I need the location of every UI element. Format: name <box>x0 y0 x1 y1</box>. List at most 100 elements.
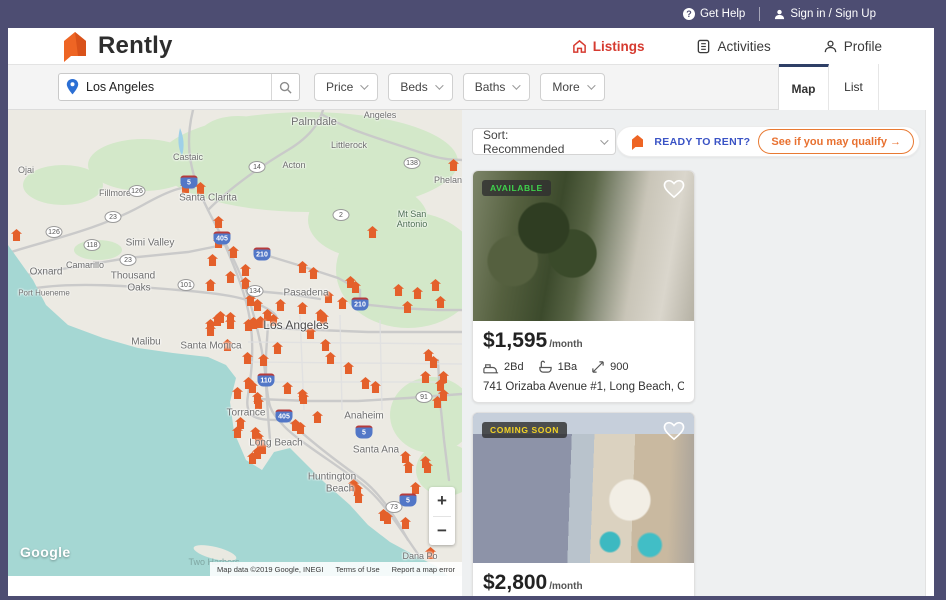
map-listing-marker[interactable] <box>382 512 393 524</box>
map-listing-marker[interactable] <box>432 396 443 408</box>
terms-of-use-link[interactable]: Terms of Use <box>335 564 380 574</box>
map-listing-marker[interactable] <box>420 371 431 383</box>
favorite-heart-icon[interactable] <box>663 179 685 199</box>
map-listing-marker[interactable] <box>248 317 259 329</box>
map-listing-marker[interactable] <box>213 216 224 228</box>
map-listing-marker[interactable] <box>393 284 404 296</box>
map-listing-marker[interactable] <box>428 356 439 368</box>
beds-filter-button[interactable]: Beds <box>388 73 453 101</box>
map-listing-marker[interactable] <box>232 387 243 399</box>
map-listing-marker[interactable] <box>205 279 216 291</box>
map-listing-marker[interactable] <box>11 229 22 241</box>
map-listing-marker[interactable] <box>228 246 239 258</box>
map-listing-marker[interactable] <box>430 279 441 291</box>
google-map[interactable]: Ojai Castaic Palmdale Littlerock Angeles Acto… <box>8 110 462 576</box>
nav-activities[interactable]: Activities <box>696 39 771 54</box>
baths-filter-button[interactable]: Baths <box>462 73 531 101</box>
more-filter-button[interactable]: More <box>540 73 605 101</box>
zoom-in-button[interactable]: + <box>437 491 447 511</box>
map-listing-marker[interactable] <box>255 437 266 449</box>
map-listing-marker[interactable] <box>438 371 449 383</box>
map-listing-marker[interactable] <box>353 491 364 503</box>
map-listing-marker[interactable] <box>402 301 413 313</box>
price-filter-button[interactable]: Price <box>314 73 379 101</box>
tab-map[interactable]: Map <box>779 64 829 110</box>
map-listing-marker[interactable] <box>297 302 308 314</box>
map-listing-marker[interactable] <box>425 547 436 559</box>
map-listing-marker[interactable] <box>247 381 258 393</box>
map-listing-marker[interactable] <box>243 319 254 331</box>
map-listing-marker[interactable] <box>318 312 329 324</box>
map-listing-marker[interactable] <box>410 482 421 494</box>
rently-logo[interactable]: Rently <box>58 28 173 64</box>
map-listing-marker[interactable] <box>298 392 309 404</box>
map-listing-marker[interactable] <box>325 352 336 364</box>
sign-in-link[interactable]: Sign in / Sign Up <box>774 8 876 20</box>
tab-list[interactable]: List <box>829 64 879 110</box>
search-input[interactable] <box>86 80 271 94</box>
map-listing-marker[interactable] <box>308 267 319 279</box>
map-listing-marker[interactable] <box>247 452 258 464</box>
map-listing-marker[interactable] <box>250 427 261 439</box>
map-listing-marker[interactable] <box>225 271 236 283</box>
map-listing-marker[interactable] <box>242 352 253 364</box>
zoom-out-button[interactable]: − <box>437 520 447 540</box>
listing-card[interactable]: AVAILABLE $1,595/month 2Bd 1Ba 900 741 O… <box>472 170 695 403</box>
map-listing-marker[interactable] <box>258 354 269 366</box>
map-listing-marker[interactable] <box>312 411 323 423</box>
map-listing-marker[interactable] <box>435 296 446 308</box>
map-listing-marker[interactable] <box>257 442 268 454</box>
map-listing-marker[interactable] <box>205 324 216 336</box>
map-listing-marker[interactable] <box>378 509 389 521</box>
map-listing-marker[interactable] <box>240 277 251 289</box>
map-listing-marker[interactable] <box>420 456 431 468</box>
map-listing-marker[interactable] <box>253 397 264 409</box>
map-listing-marker[interactable] <box>448 159 459 171</box>
map-listing-marker[interactable] <box>337 297 348 309</box>
map-listing-marker[interactable] <box>305 327 316 339</box>
map-listing-marker[interactable] <box>435 379 446 391</box>
map-listing-marker[interactable] <box>212 314 223 326</box>
map-listing-marker[interactable] <box>352 484 363 496</box>
map-listing-marker[interactable] <box>240 264 251 276</box>
listing-card[interactable]: COMING SOON $2,800/month 2Bd 1Ba 110 31s… <box>472 412 695 596</box>
map-listing-marker[interactable] <box>348 479 359 491</box>
map-listing-marker[interactable] <box>320 339 331 351</box>
map-listing-marker[interactable] <box>225 317 236 329</box>
map-listing-marker[interactable] <box>252 447 263 459</box>
map-listing-marker[interactable] <box>423 349 434 361</box>
map-listing-marker[interactable] <box>343 362 354 374</box>
map-listing-marker[interactable] <box>245 294 256 306</box>
map-listing-marker[interactable] <box>252 299 263 311</box>
map-listing-marker[interactable] <box>297 261 308 273</box>
map-listing-marker[interactable] <box>253 432 264 444</box>
map-listing-marker[interactable] <box>235 417 246 429</box>
search-button[interactable] <box>271 74 299 100</box>
map-listing-marker[interactable] <box>350 281 361 293</box>
favorite-heart-icon[interactable] <box>663 421 685 441</box>
map-listing-marker[interactable] <box>207 254 218 266</box>
map-listing-marker[interactable] <box>438 389 449 401</box>
map-listing-marker[interactable] <box>403 461 414 473</box>
map-listing-marker[interactable] <box>400 451 411 463</box>
map-listing-marker[interactable] <box>370 381 381 393</box>
map-listing-marker[interactable] <box>195 182 206 194</box>
map-listing-marker[interactable] <box>345 276 356 288</box>
get-help-link[interactable]: ? Get Help <box>682 8 745 20</box>
nav-profile[interactable]: Profile <box>823 39 882 54</box>
map-listing-marker[interactable] <box>255 316 266 328</box>
map-listing-marker[interactable] <box>400 517 411 529</box>
map-listing-marker[interactable] <box>295 422 306 434</box>
map-listing-marker[interactable] <box>422 461 433 473</box>
map-listing-marker[interactable] <box>323 291 334 303</box>
nav-listings[interactable]: Listings <box>572 39 644 54</box>
map-listing-marker[interactable] <box>290 419 301 431</box>
panel-scrollbar[interactable] <box>925 110 934 596</box>
map-listing-marker[interactable] <box>268 314 279 326</box>
map-listing-marker[interactable] <box>272 342 283 354</box>
map-listing-marker[interactable] <box>243 377 254 389</box>
map-listing-marker[interactable] <box>282 382 293 394</box>
map-listing-marker[interactable] <box>360 377 371 389</box>
report-map-error-link[interactable]: Report a map error <box>391 564 455 574</box>
map-listing-marker[interactable] <box>262 309 273 321</box>
